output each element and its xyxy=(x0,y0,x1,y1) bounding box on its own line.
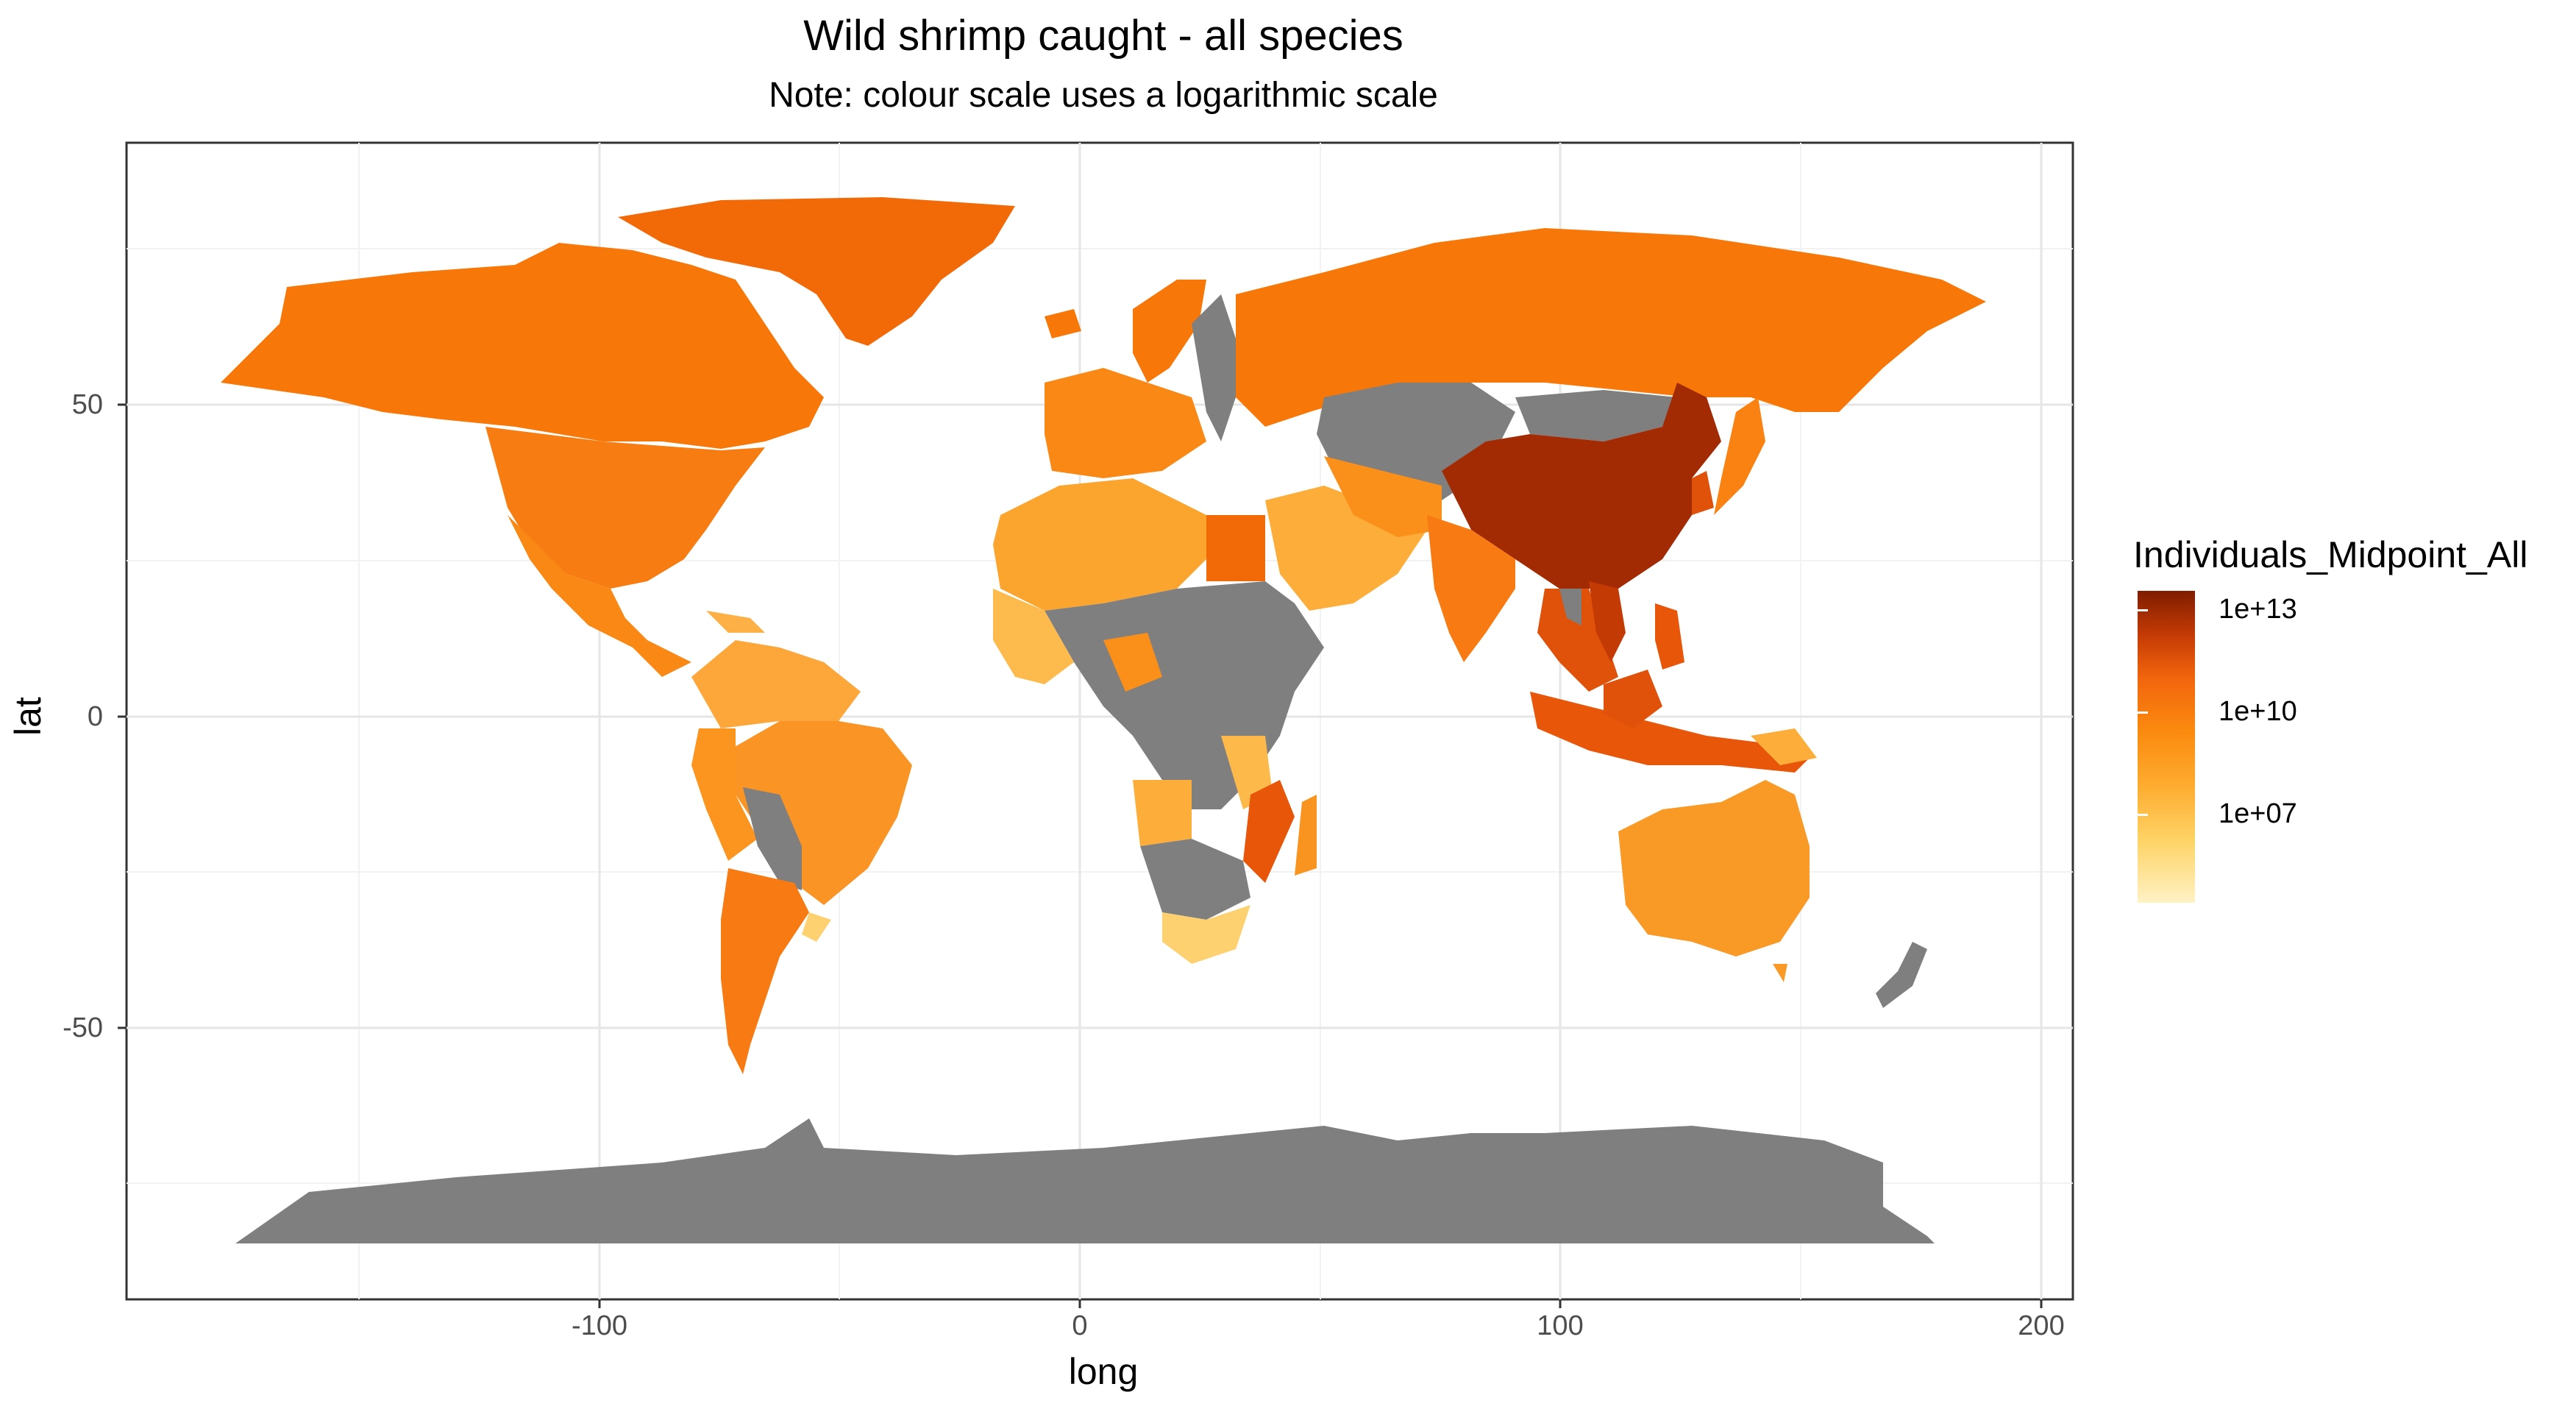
region-europe-west xyxy=(1045,368,1206,478)
land-regions xyxy=(221,197,1986,1243)
chart-title: Wild shrimp caught - all species xyxy=(803,12,1403,60)
region-egypt xyxy=(1206,515,1265,581)
region-usa xyxy=(485,427,765,589)
region-scandinavia xyxy=(1133,280,1206,383)
region-china xyxy=(1442,383,1721,589)
region-vietnam xyxy=(1589,581,1626,662)
region-caribbean xyxy=(706,611,765,633)
region-southern-africa xyxy=(1140,839,1250,920)
legend-tick xyxy=(2138,814,2148,816)
xtick-label: 0 xyxy=(1072,1310,1088,1341)
region-borneo xyxy=(1604,670,1662,728)
region-japan xyxy=(1714,397,1765,515)
xtick-label: -100 xyxy=(571,1310,628,1341)
region-south-africa xyxy=(1162,905,1250,964)
legend-tick xyxy=(2195,609,2205,611)
region-thailand xyxy=(1559,589,1581,625)
region-peru xyxy=(691,728,758,861)
region-southeast-asia xyxy=(1537,589,1618,692)
legend-label: 1e+07 xyxy=(2219,798,2297,829)
region-canada xyxy=(221,243,824,449)
region-antarctica xyxy=(235,1118,1935,1243)
region-nigeria xyxy=(1103,633,1162,692)
legend-label: 1e+13 xyxy=(2219,594,2297,625)
region-madagascar xyxy=(1295,795,1317,876)
region-angola xyxy=(1133,780,1192,846)
legend-tick xyxy=(2138,609,2148,611)
region-mongolia xyxy=(1515,390,1677,441)
region-colombia-venezuela xyxy=(691,640,861,728)
legend-tick xyxy=(2195,711,2205,714)
region-indonesia xyxy=(1530,692,1810,773)
region-philippines xyxy=(1655,603,1684,670)
axis-ticks xyxy=(118,403,2043,1308)
region-russia xyxy=(1236,228,1986,427)
region-korea xyxy=(1692,471,1714,515)
region-west-africa xyxy=(993,589,1074,684)
ytick-label: -50 xyxy=(63,1012,103,1043)
y-axis-label: lat xyxy=(7,697,49,736)
ytick-label: 0 xyxy=(87,701,103,732)
region-brazil xyxy=(728,721,912,905)
legend-label: 1e+10 xyxy=(2219,696,2297,727)
region-australia xyxy=(1618,780,1810,957)
legend-tick xyxy=(2138,711,2148,714)
chart-subtitle: Note: colour scale uses a logarithmic sc… xyxy=(769,76,1438,115)
region-png xyxy=(1751,728,1817,765)
xtick-label: 100 xyxy=(1537,1310,1584,1341)
region-north-africa xyxy=(993,478,1206,611)
ytick-label: 50 xyxy=(71,389,103,420)
region-iceland xyxy=(1045,309,1081,338)
region-india xyxy=(1427,515,1515,662)
legend-tick xyxy=(2195,814,2205,816)
region-mexico xyxy=(508,515,691,677)
region-mozambique xyxy=(1243,780,1295,883)
region-tasmania xyxy=(1773,964,1787,982)
legend-title: Individuals_Midpoint_All xyxy=(2133,534,2528,575)
x-axis-label: long xyxy=(1068,1351,1139,1392)
region-europe-east xyxy=(1192,294,1236,441)
region-iran xyxy=(1324,456,1442,537)
region-uruguay xyxy=(802,912,831,942)
region-argentina-chile xyxy=(721,868,809,1074)
legend-colorbar xyxy=(2138,591,2195,903)
xtick-label: 200 xyxy=(2018,1310,2065,1341)
region-greenland xyxy=(618,197,1015,346)
region-paraguay-bolivia xyxy=(743,787,802,890)
region-new-zealand xyxy=(1876,942,1927,1008)
